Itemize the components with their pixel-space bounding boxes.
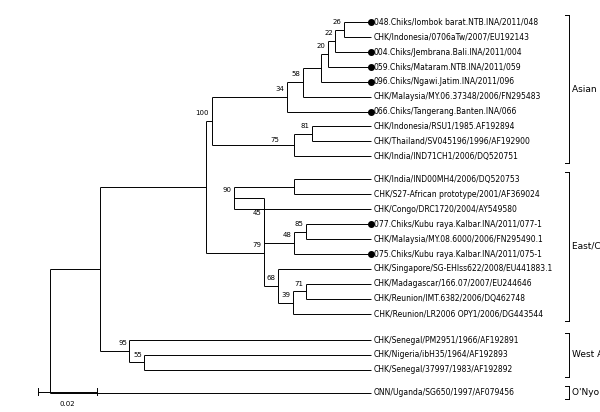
Text: CHK/Senegal/37997/1983/AF192892: CHK/Senegal/37997/1983/AF192892 bbox=[373, 365, 513, 375]
Text: CHK/Indonesia/RSU1/1985.AF192894: CHK/Indonesia/RSU1/1985.AF192894 bbox=[373, 122, 515, 131]
Text: 096.Chiks/Ngawi.Jatim.INA/2011/096: 096.Chiks/Ngawi.Jatim.INA/2011/096 bbox=[373, 77, 515, 86]
Text: CHK/Senegal/PM2951/1966/AF192891: CHK/Senegal/PM2951/1966/AF192891 bbox=[373, 335, 519, 344]
Text: CHK/Singapore/SG-EHlss622/2008/EU441883.1: CHK/Singapore/SG-EHlss622/2008/EU441883.… bbox=[373, 265, 553, 274]
Text: CHK/Nigeria/ibH35/1964/AF192893: CHK/Nigeria/ibH35/1964/AF192893 bbox=[373, 351, 508, 360]
Text: CHK/Congo/DRC1720/2004/AY549580: CHK/Congo/DRC1720/2004/AY549580 bbox=[373, 205, 517, 214]
Text: 85: 85 bbox=[295, 221, 304, 227]
Text: 48: 48 bbox=[283, 232, 292, 238]
Text: 34: 34 bbox=[276, 86, 285, 92]
Text: 075.Chiks/Kubu raya.Kalbar.INA/2011/075-1: 075.Chiks/Kubu raya.Kalbar.INA/2011/075-… bbox=[373, 250, 541, 259]
Text: Asian genotype: Asian genotype bbox=[572, 85, 600, 94]
Text: 20: 20 bbox=[317, 43, 326, 49]
Text: 22: 22 bbox=[324, 30, 333, 36]
Text: 58: 58 bbox=[292, 71, 301, 77]
Text: 059.Chiks/Mataram.NTB.INA/2011/059: 059.Chiks/Mataram.NTB.INA/2011/059 bbox=[373, 62, 521, 71]
Text: 45: 45 bbox=[253, 210, 261, 215]
Text: 077.Chiks/Kubu raya.Kalbar.INA/2011/077-1: 077.Chiks/Kubu raya.Kalbar.INA/2011/077-… bbox=[373, 220, 541, 229]
Text: 71: 71 bbox=[295, 281, 304, 287]
Text: 0.02: 0.02 bbox=[60, 400, 76, 407]
Text: East/Central/South African genotype: East/Central/South African genotype bbox=[572, 242, 600, 251]
Text: ONN/Uganda/SG650/1997/AF079456: ONN/Uganda/SG650/1997/AF079456 bbox=[373, 388, 515, 397]
Text: CHK/Reunion/LR2006 OPY1/2006/DG443544: CHK/Reunion/LR2006 OPY1/2006/DG443544 bbox=[373, 309, 542, 318]
Text: West African genotype: West African genotype bbox=[572, 351, 600, 360]
Text: 90: 90 bbox=[223, 187, 232, 193]
Text: 39: 39 bbox=[281, 292, 290, 298]
Text: 26: 26 bbox=[333, 19, 342, 25]
Text: O'Nyong-Nyong virus: O'Nyong-Nyong virus bbox=[572, 388, 600, 397]
Text: CHK/S27-African prototype/2001/AF369024: CHK/S27-African prototype/2001/AF369024 bbox=[373, 190, 539, 199]
Text: 066.Chiks/Tangerang.Banten.INA/066: 066.Chiks/Tangerang.Banten.INA/066 bbox=[373, 107, 517, 116]
Text: CHK/Malaysia/MY.06.37348/2006/FN295483: CHK/Malaysia/MY.06.37348/2006/FN295483 bbox=[373, 92, 541, 101]
Text: 81: 81 bbox=[301, 123, 310, 129]
Text: 95: 95 bbox=[118, 340, 127, 346]
Text: 68: 68 bbox=[266, 275, 275, 281]
Text: CHK/Madagascar/166.07/2007/EU244646: CHK/Madagascar/166.07/2007/EU244646 bbox=[373, 279, 532, 288]
Text: CHK/Indonesia/0706aTw/2007/EU192143: CHK/Indonesia/0706aTw/2007/EU192143 bbox=[373, 33, 530, 42]
Text: 79: 79 bbox=[252, 242, 261, 248]
Text: 048.Chiks/lombok barat.NTB.INA/2011/048: 048.Chiks/lombok barat.NTB.INA/2011/048 bbox=[373, 18, 538, 27]
Text: CHK/India/IND71CH1/2006/DQ520751: CHK/India/IND71CH1/2006/DQ520751 bbox=[373, 152, 518, 161]
Text: CHK/Reunion/IMT.6382/2006/DQ462748: CHK/Reunion/IMT.6382/2006/DQ462748 bbox=[373, 294, 526, 303]
Text: CHK/Thailand/SV045196/1996/AF192900: CHK/Thailand/SV045196/1996/AF192900 bbox=[373, 137, 530, 146]
Text: CHK/Malaysia/MY.08.6000/2006/FN295490.1: CHK/Malaysia/MY.08.6000/2006/FN295490.1 bbox=[373, 234, 543, 243]
Text: 100: 100 bbox=[196, 110, 209, 116]
Text: CHK/India/IND00MH4/2006/DQ520753: CHK/India/IND00MH4/2006/DQ520753 bbox=[373, 175, 520, 184]
Text: 004.Chiks/Jembrana.Bali.INA/2011/004: 004.Chiks/Jembrana.Bali.INA/2011/004 bbox=[373, 48, 522, 57]
Text: 55: 55 bbox=[133, 351, 142, 358]
Text: 75: 75 bbox=[271, 137, 280, 143]
